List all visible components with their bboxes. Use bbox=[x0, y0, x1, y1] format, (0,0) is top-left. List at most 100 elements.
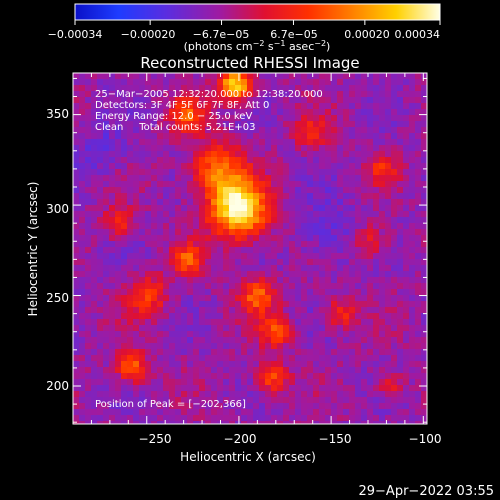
heatmap-cell bbox=[409, 343, 416, 350]
heatmap-cell bbox=[103, 373, 110, 380]
heatmap-cell bbox=[421, 97, 427, 104]
heatmap-cell bbox=[103, 121, 110, 128]
heatmap-cell bbox=[229, 211, 236, 218]
heatmap-cell bbox=[217, 295, 224, 302]
heatmap-cell bbox=[217, 379, 224, 386]
heatmap-cell bbox=[343, 313, 350, 320]
heatmap-cell bbox=[187, 151, 194, 158]
heatmap-cell bbox=[277, 85, 284, 92]
heatmap-cell bbox=[187, 265, 194, 272]
heatmap-cell bbox=[211, 349, 218, 356]
heatmap-cell bbox=[157, 421, 164, 424]
heatmap-cell bbox=[85, 133, 92, 140]
heatmap-cell bbox=[361, 415, 368, 422]
heatmap-cell bbox=[313, 349, 320, 356]
heatmap-cell bbox=[145, 307, 152, 314]
heatmap-cell bbox=[355, 265, 362, 272]
heatmap-cell bbox=[79, 343, 86, 350]
heatmap-cell bbox=[385, 205, 392, 212]
colorbar-tick-label-1: −0.00020 bbox=[121, 28, 176, 41]
heatmap-cell bbox=[163, 247, 170, 254]
heatmap-cell bbox=[175, 391, 182, 398]
heatmap-cell bbox=[163, 265, 170, 272]
heatmap-cell bbox=[97, 91, 104, 98]
heatmap-cell bbox=[127, 403, 134, 410]
heatmap-cell bbox=[229, 385, 236, 392]
heatmap-cell bbox=[379, 175, 386, 182]
heatmap-cell bbox=[337, 115, 344, 122]
heatmap-cell bbox=[391, 373, 398, 380]
heatmap-cell bbox=[235, 217, 242, 224]
heatmap-cell bbox=[331, 157, 338, 164]
heatmap-cell bbox=[235, 343, 242, 350]
heatmap-cell bbox=[73, 409, 80, 416]
heatmap-cell bbox=[265, 337, 272, 344]
heatmap-cell bbox=[91, 187, 98, 194]
heatmap-cell bbox=[151, 301, 158, 308]
heatmap-cell bbox=[349, 169, 356, 176]
heatmap-cell bbox=[349, 385, 356, 392]
heatmap-cell bbox=[397, 157, 404, 164]
heatmap-cell bbox=[253, 289, 260, 296]
heatmap-cell bbox=[145, 91, 152, 98]
heatmap-cell bbox=[415, 229, 422, 236]
heatmap-cell bbox=[85, 313, 92, 320]
heatmap-cell bbox=[241, 211, 248, 218]
heatmap-cell bbox=[367, 283, 374, 290]
heatmap-cell bbox=[229, 301, 236, 308]
heatmap-cell bbox=[175, 229, 182, 236]
heatmap-cell bbox=[409, 349, 416, 356]
heatmap-cell bbox=[277, 349, 284, 356]
heatmap-cell bbox=[349, 409, 356, 416]
heatmap-cell bbox=[97, 355, 104, 362]
heatmap-cell bbox=[319, 169, 326, 176]
heatmap-cell bbox=[175, 145, 182, 152]
heatmap-cell bbox=[319, 409, 326, 416]
heatmap-cell bbox=[79, 409, 86, 416]
heatmap-cell bbox=[133, 235, 140, 242]
heatmap-cell bbox=[301, 223, 308, 230]
heatmap-cell bbox=[247, 253, 254, 260]
heatmap-cell bbox=[241, 403, 248, 410]
heatmap-cell bbox=[133, 397, 140, 404]
heatmap-cell bbox=[283, 151, 290, 158]
heatmap-cell bbox=[241, 193, 248, 200]
heatmap-cell bbox=[319, 241, 326, 248]
heatmap-cell bbox=[229, 379, 236, 386]
heatmap-cell bbox=[127, 133, 134, 140]
heatmap-cell bbox=[355, 289, 362, 296]
heatmap-cell bbox=[193, 163, 200, 170]
heatmap-cell bbox=[259, 157, 266, 164]
heatmap-cell bbox=[307, 319, 314, 326]
heatmap-cell bbox=[115, 391, 122, 398]
heatmap-cell bbox=[253, 253, 260, 260]
heatmap-cell bbox=[259, 307, 266, 314]
heatmap-cell bbox=[229, 271, 236, 278]
heatmap-cell bbox=[163, 157, 170, 164]
heatmap-cell bbox=[343, 379, 350, 386]
heatmap-cell bbox=[205, 295, 212, 302]
heatmap-cell bbox=[391, 385, 398, 392]
heatmap-cell bbox=[145, 403, 152, 410]
heatmap-cell bbox=[307, 193, 314, 200]
heatmap-cell bbox=[145, 109, 152, 116]
heatmap-cell bbox=[91, 223, 98, 230]
heatmap-cell bbox=[169, 175, 176, 182]
heatmap-cell bbox=[193, 121, 200, 128]
heatmap-cell bbox=[325, 103, 332, 110]
heatmap-cell bbox=[103, 277, 110, 284]
heatmap-cell bbox=[391, 175, 398, 182]
heatmap-cell bbox=[331, 313, 338, 320]
heatmap-cell bbox=[247, 283, 254, 290]
heatmap-cell bbox=[259, 415, 266, 422]
heatmap-cell bbox=[193, 307, 200, 314]
heatmap-cell bbox=[121, 415, 128, 422]
heatmap-cell bbox=[139, 361, 146, 368]
heatmap-cell bbox=[355, 97, 362, 104]
heatmap-cell bbox=[235, 181, 242, 188]
heatmap-cell bbox=[331, 241, 338, 248]
heatmap-cell bbox=[163, 421, 170, 424]
heatmap-cell bbox=[385, 337, 392, 344]
heatmap-cell bbox=[73, 247, 80, 254]
heatmap-cell bbox=[355, 253, 362, 260]
